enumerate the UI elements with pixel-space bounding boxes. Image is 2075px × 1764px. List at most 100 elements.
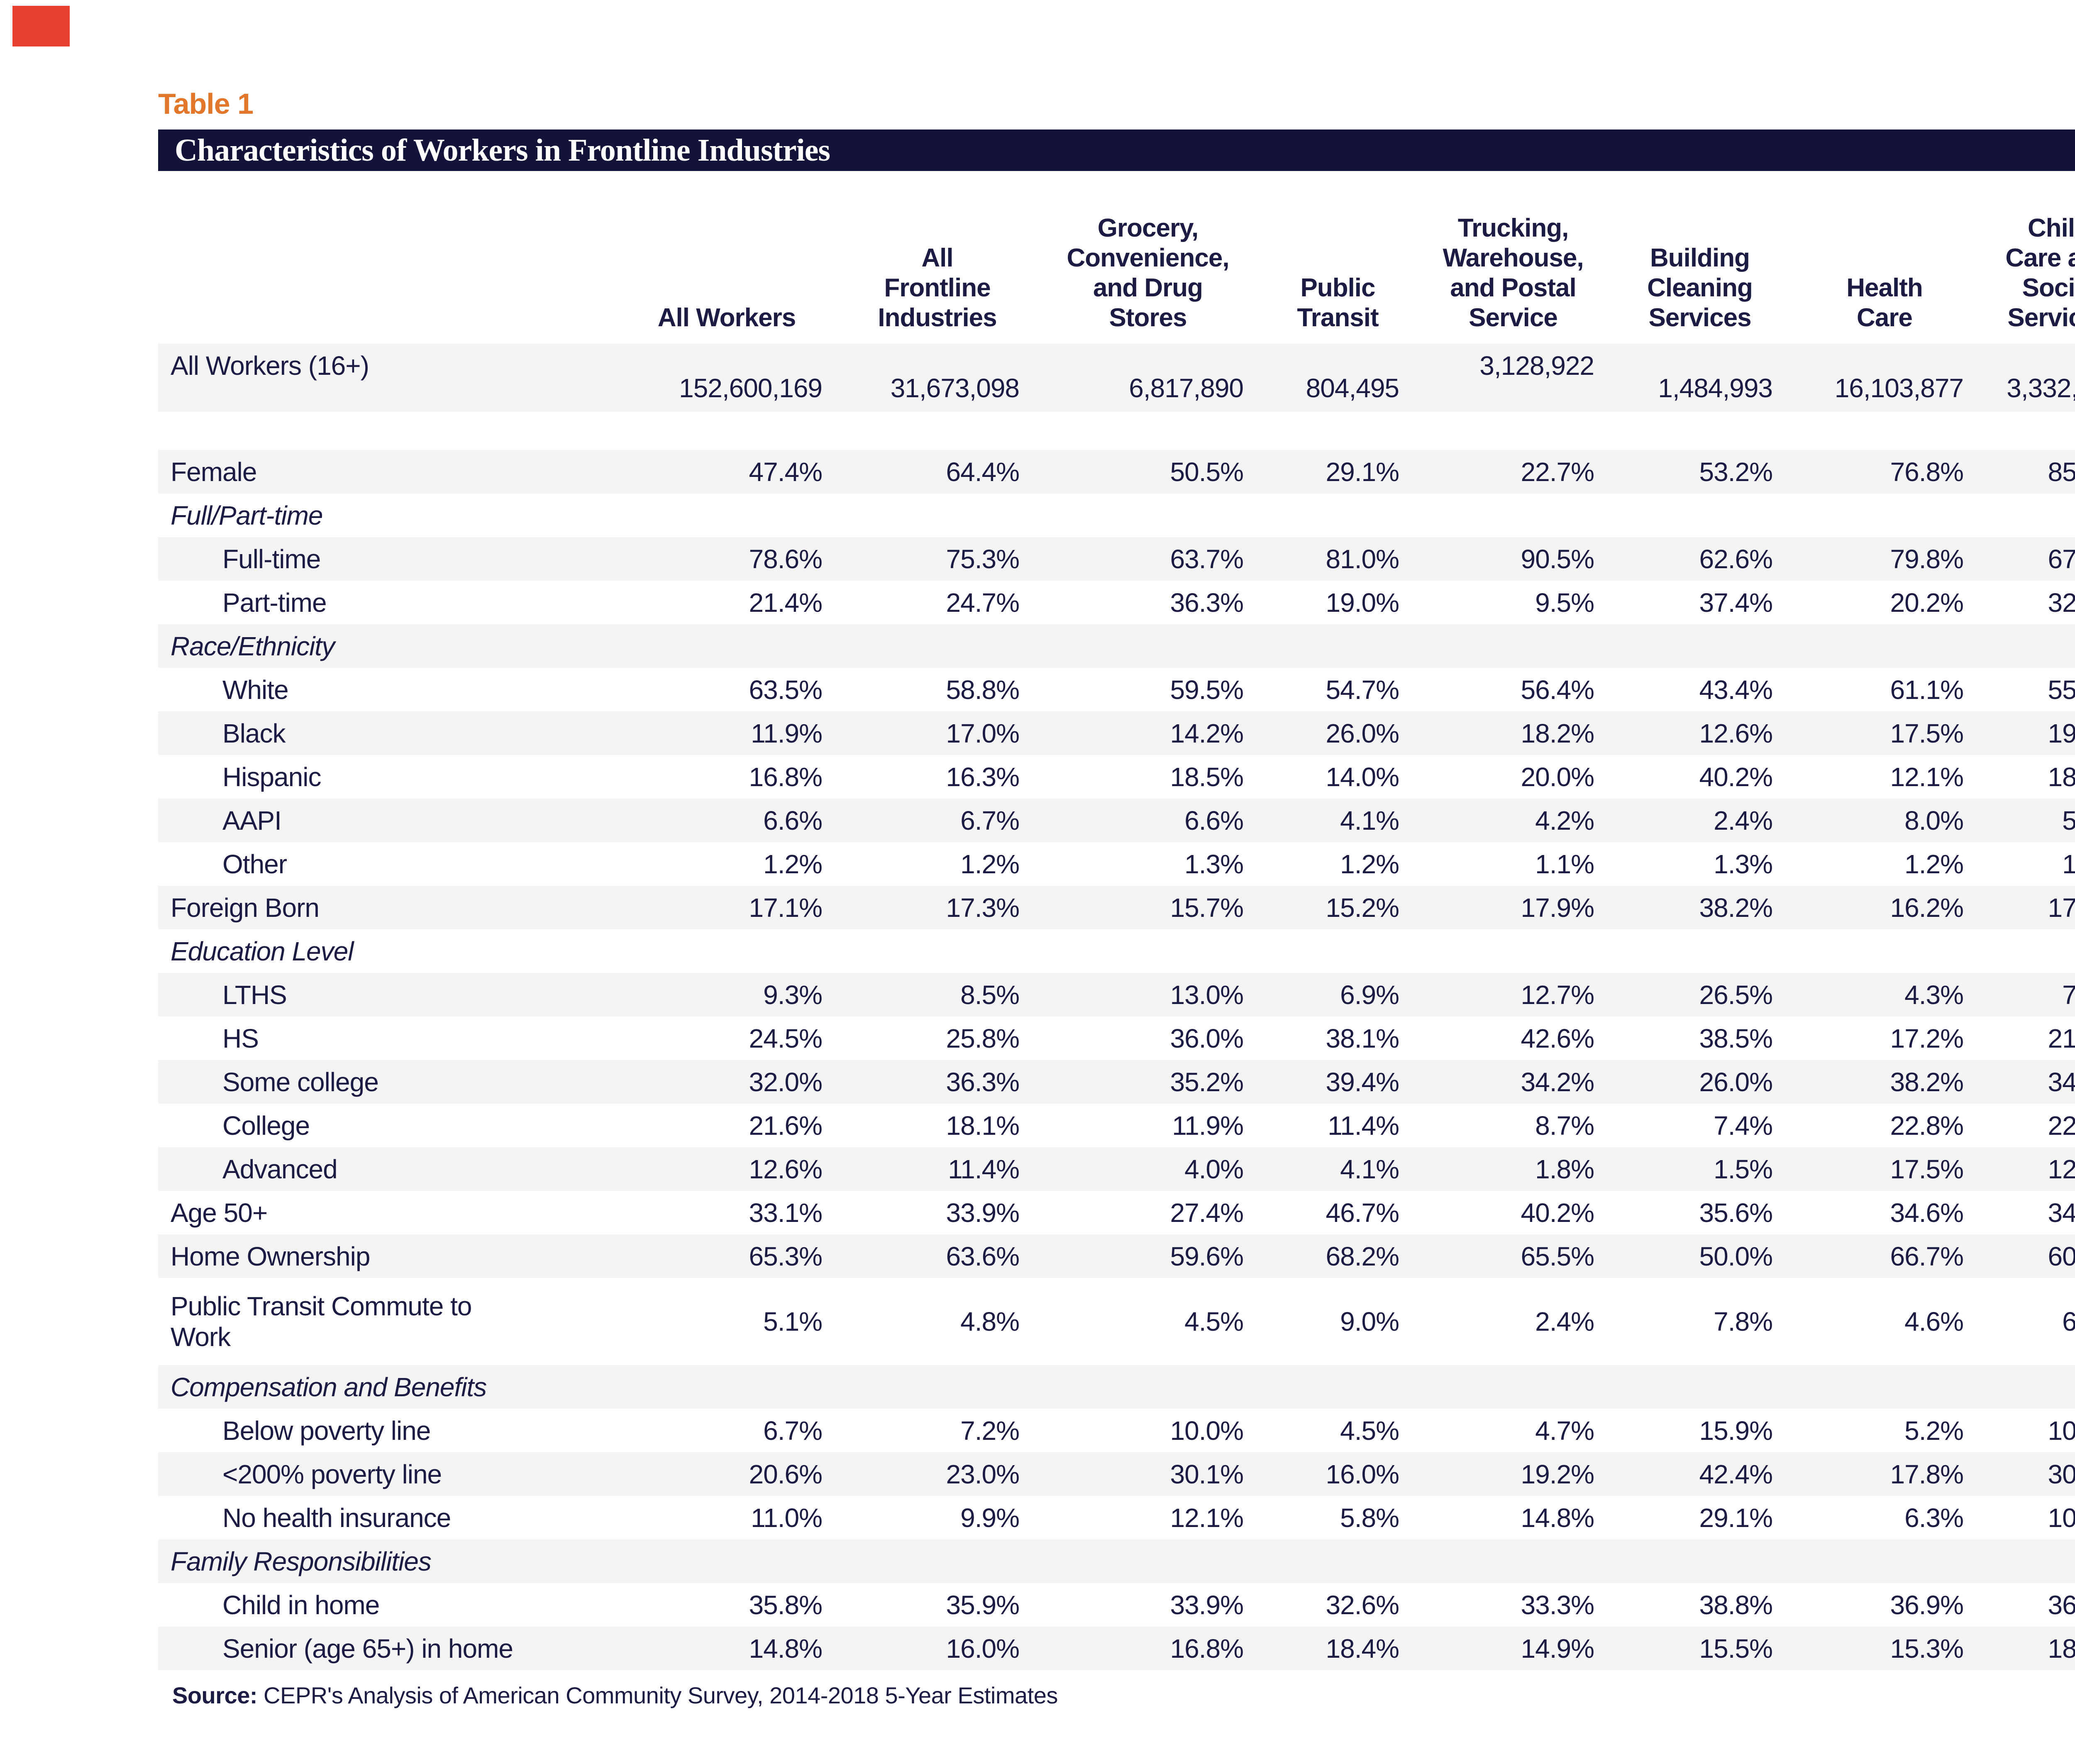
cell-value: 4.1% <box>1340 805 1399 836</box>
cell-value: 8.0% <box>1904 805 1964 836</box>
cell-value: 1.2% <box>960 849 1020 879</box>
table-row: AAPI 6.6% 6.7% 6.6% 4.1% 4.2% 2.4% 8.0% 5.3% <box>158 799 2075 842</box>
cell-value: 6.6% <box>1184 805 1244 836</box>
cell-value: 38.1% <box>1326 1023 1399 1053</box>
cell-value: 38.2% <box>1699 892 1773 923</box>
cell-value: 4.1% <box>1340 1154 1399 1184</box>
column-header: Child Care and Social Services <box>2005 214 2075 332</box>
section-header-row: Compensation and Benefits <box>158 1365 2075 1409</box>
cell-value: 7.9% <box>2062 980 2075 1010</box>
cell-value: 21.7% <box>2048 1023 2075 1053</box>
table-row: Part-time 21.4% 24.7% 36.3% 19.0% 9.5% 37.4% 20… <box>158 581 2075 624</box>
cell-value: 11.9% <box>751 718 823 748</box>
cell-value: 8.7% <box>1535 1110 1594 1141</box>
cell-value: 47.4% <box>749 457 823 487</box>
cell-value: 4.2% <box>1535 805 1594 836</box>
cell-value: 13.0% <box>1170 980 1244 1010</box>
section-header-row: Education Level <box>158 929 2075 973</box>
cell-value: 17.0% <box>946 718 1020 748</box>
table-row: Foreign Born 17.1% 17.3% 15.7% 15.2% 17.9% 38.… <box>158 886 2075 929</box>
cell-value: 90.5% <box>1521 544 1594 574</box>
cell-value: 9.3% <box>763 980 823 1010</box>
cell-value: 33.9% <box>946 1197 1020 1228</box>
cell-value: 15.7% <box>1170 892 1244 923</box>
cell-value: 65.5% <box>1521 1241 1594 1271</box>
cell-value: 16.8% <box>1170 1633 1244 1664</box>
cell-value: 1.5% <box>1714 1154 1773 1184</box>
cell-value: 18.0% <box>2048 762 2075 792</box>
table-row: Female 47.4% 64.4% 50.5% 29.1% 22.7% 53.2% 76.8… <box>158 450 2075 494</box>
cell-value: 33.3% <box>1521 1590 1594 1620</box>
cell-value: 81.0% <box>1326 544 1399 574</box>
cell-value: 34.2% <box>1521 1067 1594 1097</box>
cell-value: 21.4% <box>749 587 823 618</box>
cell-value: 19.0% <box>1326 587 1399 618</box>
cell-value: 63.6% <box>946 1241 1020 1271</box>
cell-value: 6.6% <box>763 805 823 836</box>
cell-value: 9.5% <box>1535 587 1594 618</box>
row-label: Hispanic <box>222 762 321 792</box>
cell-value: 4.5% <box>1340 1415 1399 1446</box>
cell-value: 5.3% <box>2062 805 2075 836</box>
cell-value: 40.2% <box>1521 1197 1594 1228</box>
cell-value: 10.4% <box>2048 1503 2075 1533</box>
table-row: No health insurance 11.0% 9.9% 12.1% 5.8% 14.… <box>158 1496 2075 1539</box>
cell-value: 12.1% <box>1170 1503 1244 1533</box>
source-text: CEPR's Analysis of American Community Su… <box>257 1682 1058 1708</box>
row-label: Education Level <box>171 936 354 966</box>
cell-value: 4.3% <box>1904 980 1964 1010</box>
cell-value: 31,673,098 <box>890 373 1020 403</box>
table-row: Below poverty line 6.7% 7.2% 10.0% 4.5% 4.7% 1… <box>158 1409 2075 1452</box>
cell-value: 29.1% <box>1699 1503 1773 1533</box>
cell-value: 36.0% <box>1170 1023 1244 1053</box>
cell-value: 5.1% <box>763 1307 823 1336</box>
row-label: Senior (age 65+) in home <box>222 1633 513 1664</box>
cell-value: 18.1% <box>946 1110 1020 1141</box>
cell-value: 75.3% <box>946 544 1020 574</box>
row-label: White <box>222 674 289 705</box>
cell-value: 78.6% <box>749 544 823 574</box>
cell-value: 85.2% <box>2048 457 2075 487</box>
row-label: Child in home <box>222 1590 380 1620</box>
cell-value: 32.0% <box>749 1067 823 1097</box>
cell-value: 18.2% <box>1521 718 1594 748</box>
table-content: Table 1 Characteristics of Workers in Fr… <box>158 0 2075 1709</box>
table-body: All Workers (16+) 152,600,169 31,673,098 6,… <box>158 344 2075 1670</box>
cell-value: 26.0% <box>1699 1067 1773 1097</box>
cell-value: 68.2% <box>1326 1241 1399 1271</box>
row-label: <200% poverty line <box>222 1459 442 1489</box>
cell-value: 18.5% <box>1170 762 1244 792</box>
row-label: All Workers (16+) <box>171 351 369 381</box>
cell-value: 67.4% <box>2048 544 2075 574</box>
cell-value: 1.1% <box>1535 849 1594 879</box>
page: Table 1 Characteristics of Workers in Fr… <box>12 0 2075 1709</box>
cell-value: 6.8% <box>2062 1307 2075 1336</box>
cell-value: 16,103,877 <box>1834 373 1964 403</box>
cell-value: 11.9% <box>1172 1110 1244 1141</box>
cell-value: 16.2% <box>1890 892 1964 923</box>
cell-value: 59.5% <box>1170 674 1244 705</box>
cell-value: 42.6% <box>1521 1023 1594 1053</box>
cell-value: 17.2% <box>1890 1023 1964 1053</box>
cell-value: 38.8% <box>1699 1590 1773 1620</box>
cell-value: 152,600,169 <box>679 373 823 403</box>
cell-value: 14.9% <box>1521 1633 1594 1664</box>
row-label: Public Transit Commute to Work <box>171 1291 472 1352</box>
column-header: Health Care <box>1846 274 1923 332</box>
cell-value: 11.0% <box>751 1503 823 1533</box>
row-label: Black <box>222 718 286 748</box>
cell-value: 16.3% <box>946 762 1020 792</box>
cell-value: 34.7% <box>2048 1067 2075 1097</box>
table-title-bar: Characteristics of Workers in Frontline … <box>158 129 2075 171</box>
cell-value: 7.4% <box>1714 1110 1773 1141</box>
cell-value: 27.4% <box>1170 1197 1244 1228</box>
cell-value: 4.6% <box>1904 1307 1964 1336</box>
cell-value: 61.1% <box>1890 674 1964 705</box>
row-label: Full-time <box>222 544 321 574</box>
table-row: Age 50+ 33.1% 33.9% 27.4% 46.7% 40.2% 35.6% 34.… <box>158 1191 2075 1234</box>
cell-value: 1.5% <box>2062 849 2075 879</box>
table-row: White 63.5% 58.8% 59.5% 54.7% 56.4% 43.4% 61.1%… <box>158 668 2075 711</box>
cell-value: 22.7% <box>1521 457 1594 487</box>
cell-value: 30.0% <box>2048 1459 2075 1489</box>
cell-value: 1.2% <box>763 849 823 879</box>
